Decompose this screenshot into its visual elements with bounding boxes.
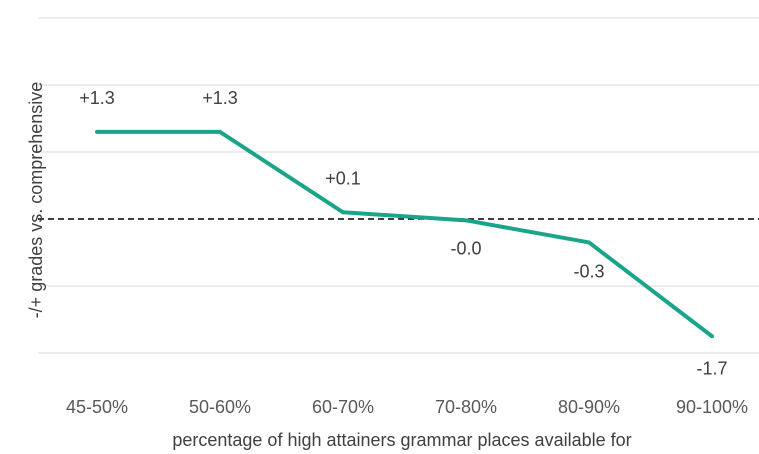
- data-point: [587, 240, 591, 245]
- y-axis-title: -/+ grades vs. comprehensive: [26, 82, 46, 319]
- x-tick-label: 90-100%: [676, 397, 748, 417]
- data-label: +0.1: [325, 168, 361, 188]
- series-layer: [95, 129, 714, 339]
- x-tick-label: 45-50%: [66, 397, 128, 417]
- data-label: -1.7: [696, 358, 727, 378]
- data-point: [341, 210, 345, 215]
- data-label: -0.0: [450, 238, 481, 258]
- x-tick-label: 70-80%: [435, 397, 497, 417]
- data-point: [95, 129, 99, 134]
- data-label: +1.3: [202, 88, 238, 108]
- x-tick-labels: 45-50% 50-60% 60-70% 70-80% 80-90% 90-100%: [66, 397, 748, 417]
- x-tick-label: 60-70%: [312, 397, 374, 417]
- series-line: [97, 129, 714, 338]
- data-point: [464, 218, 468, 223]
- x-tick-label: 80-90%: [558, 397, 620, 417]
- data-point: [710, 334, 714, 339]
- data-point: [218, 129, 222, 134]
- gridlines: [38, 17, 759, 354]
- data-labels: +1.3 +1.3 +0.1 -0.0 -0.3 -1.7: [79, 88, 727, 378]
- data-label: -0.3: [573, 261, 604, 281]
- x-axis-title: percentage of high attainers grammar pla…: [172, 430, 631, 450]
- data-label: +1.3: [79, 88, 115, 108]
- x-tick-label: 50-60%: [189, 397, 251, 417]
